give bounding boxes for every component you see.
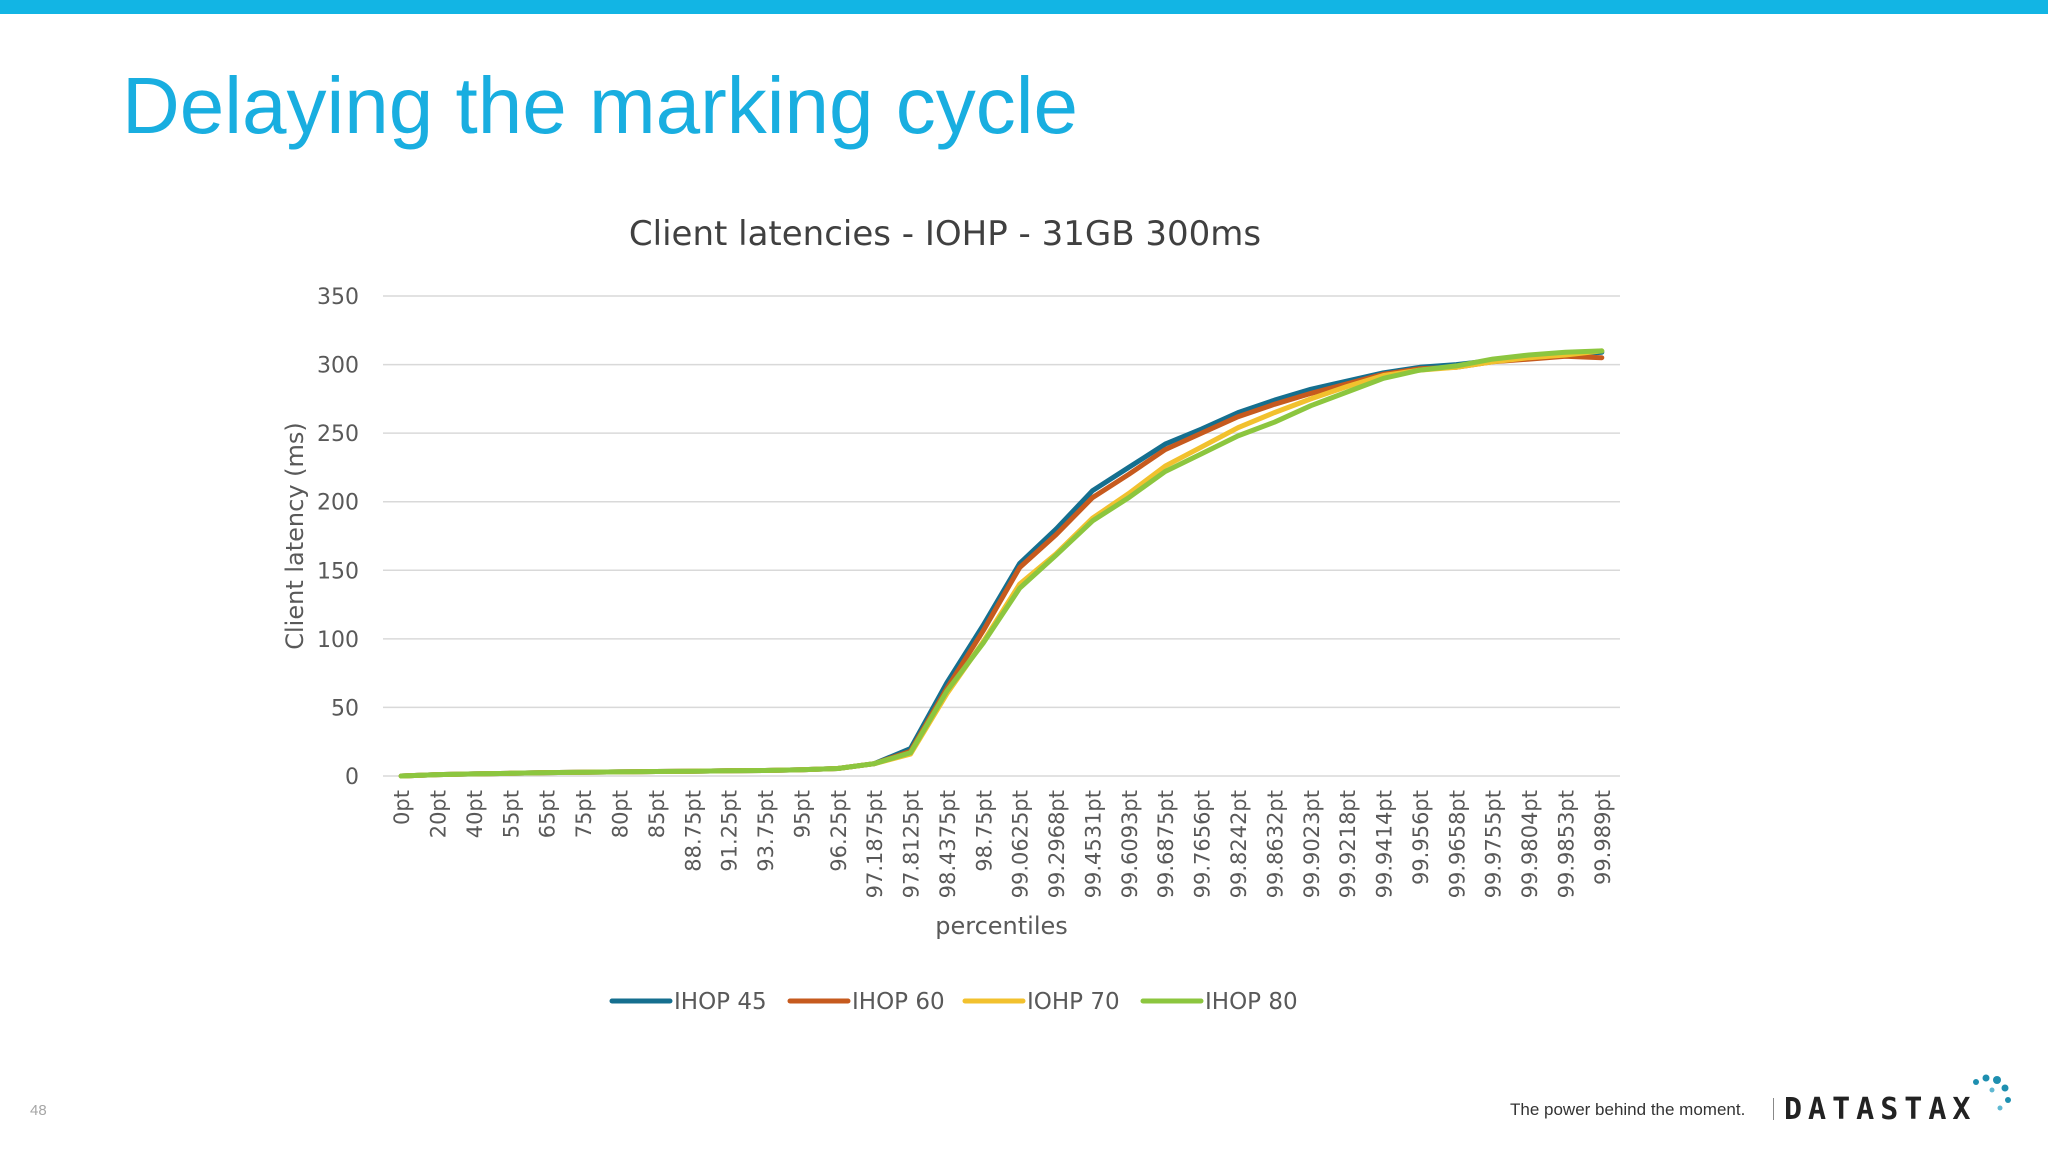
x-tick-label: 75pt	[572, 790, 596, 838]
x-tick-label: 99.6093pt	[1118, 790, 1142, 898]
x-tick-label: 55pt	[499, 790, 523, 838]
x-tick-label: 97.1875pt	[863, 790, 887, 898]
x-tick-label: 96.25pt	[827, 790, 851, 872]
series-line	[398, 348, 1605, 779]
legend-label: IOHP 70	[1027, 989, 1120, 1015]
y-tick-label: 300	[317, 354, 359, 379]
x-tick-label: 99.8632pt	[1263, 790, 1287, 898]
footer-divider	[1773, 1098, 1774, 1120]
x-tick-label: 93.75pt	[754, 790, 778, 872]
page-number: 48	[30, 1102, 47, 1119]
x-tick-label: 99.7656pt	[1191, 790, 1215, 898]
x-tick-label: 99.9853pt	[1554, 790, 1578, 898]
y-tick-label: 100	[317, 628, 359, 653]
x-tick-label: 99.8242pt	[1227, 790, 1251, 898]
y-tick-label: 150	[317, 559, 359, 584]
x-tick-label: 95pt	[790, 790, 814, 838]
x-tick-label: 99.6875pt	[1154, 790, 1178, 898]
x-tick-label: 91.25pt	[718, 790, 742, 872]
x-tick-label: 88.75pt	[681, 790, 705, 872]
x-tick-label: 80pt	[608, 790, 632, 838]
x-tick-label: 85pt	[645, 790, 669, 838]
legend-label: IHOP 80	[1205, 989, 1298, 1015]
series-line	[398, 349, 1605, 779]
x-tick-label: 99.9023pt	[1300, 790, 1324, 898]
y-tick-label: 250	[317, 422, 359, 447]
x-axis-title: percentiles	[935, 912, 1068, 940]
x-tick-label: 40pt	[463, 790, 487, 838]
brand-logo-text: DATASTAX	[1784, 1092, 1977, 1127]
brand-logo-icon	[1973, 1074, 2011, 1111]
slide-title: Delaying the marking cycle	[122, 61, 1078, 150]
x-tick-label: 65pt	[536, 790, 560, 838]
x-tick-label: 99.0625pt	[1009, 790, 1033, 898]
x-tick-label: 99.989pt	[1591, 790, 1615, 885]
y-tick-label: 50	[331, 696, 359, 721]
x-tick-label: 99.956pt	[1409, 790, 1433, 885]
x-tick-label: 99.9804pt	[1518, 790, 1542, 898]
series-line	[398, 353, 1605, 779]
x-tick-label: 99.9755pt	[1482, 790, 1506, 898]
y-tick-label: 200	[317, 491, 359, 516]
x-tick-label: 99.2968pt	[1045, 790, 1069, 898]
chart-title: Client latencies - IOHP - 31GB 300ms	[628, 214, 1262, 254]
x-tick-label: 99.9658pt	[1445, 790, 1469, 898]
y-axis-title: Client latency (ms)	[281, 422, 309, 650]
legend-label: IHOP 60	[852, 989, 945, 1015]
x-tick-label: 98.75pt	[972, 790, 996, 872]
series-line	[398, 348, 1605, 779]
x-tick-label: 97.8125pt	[900, 790, 924, 898]
x-tick-label: 20pt	[427, 790, 451, 838]
x-tick-label: 99.9414pt	[1373, 790, 1397, 898]
y-tick-label: 350	[317, 285, 359, 310]
y-tick-label: 0	[345, 765, 359, 790]
footer-tagline: The power behind the moment.	[1510, 1100, 1746, 1119]
top-accent-bar	[0, 0, 2048, 14]
x-tick-label: 0pt	[390, 790, 414, 825]
x-tick-label: 99.9218pt	[1336, 790, 1360, 898]
x-tick-label: 99.4531pt	[1081, 790, 1105, 898]
x-tick-label: 98.4375pt	[936, 790, 960, 898]
legend-label: IHOP 45	[674, 989, 767, 1015]
